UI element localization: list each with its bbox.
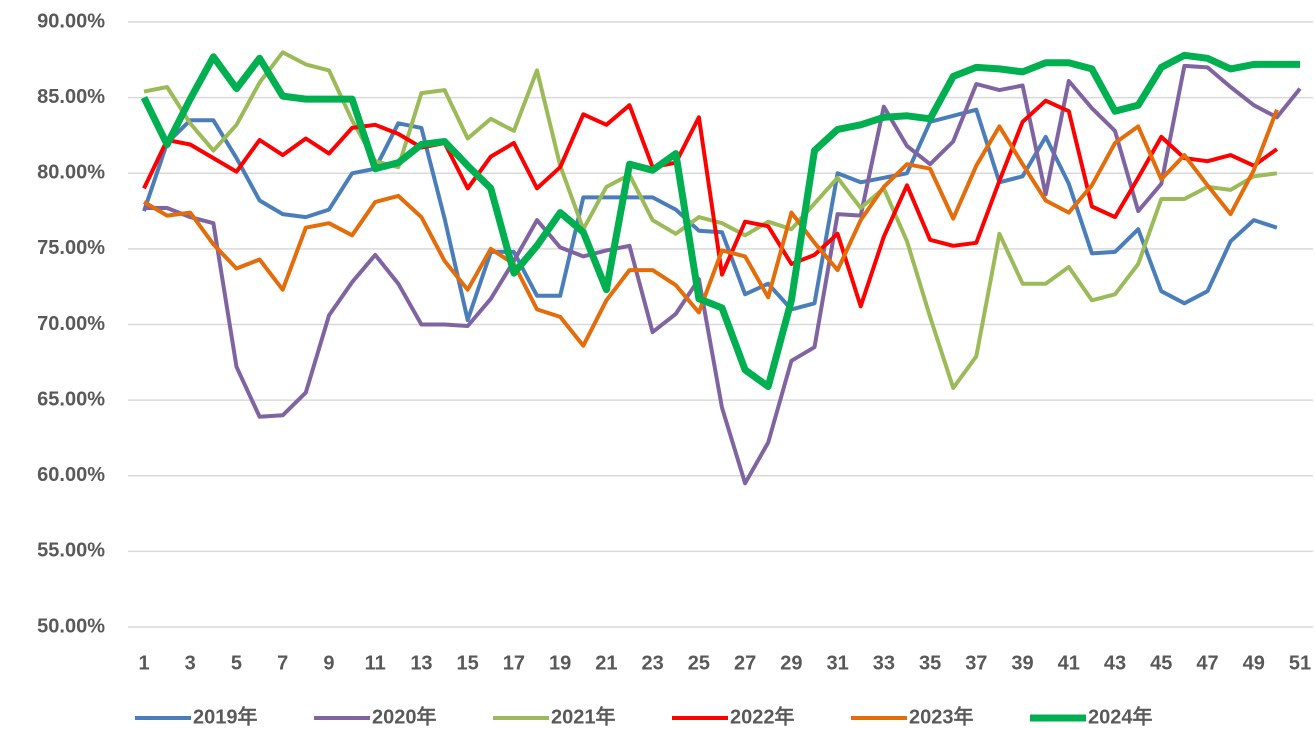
y-tick-label: 55.00% (37, 540, 105, 562)
x-tick-label: 33 (873, 652, 895, 674)
y-tick-label: 60.00% (37, 464, 105, 486)
x-tick-label: 35 (919, 652, 941, 674)
legend-label: 2023年 (909, 704, 974, 728)
x-tick-label: 11 (365, 652, 386, 674)
x-tick-label: 41 (1058, 652, 1080, 674)
x-tick-label: 13 (410, 652, 432, 674)
legend-label: 2020年 (372, 704, 437, 728)
x-tick-label: 19 (549, 652, 571, 674)
x-tick-label: 47 (1196, 652, 1218, 674)
y-tick-label: 50.00% (37, 615, 105, 637)
series-line (142, 98, 1279, 309)
y-tick-label: 70.00% (37, 313, 105, 335)
series-line (142, 108, 1279, 348)
x-tick-label: 17 (503, 652, 525, 674)
x-tick-label: 21 (595, 652, 617, 674)
x-tick-label: 5 (231, 652, 242, 674)
y-tick-label: 80.00% (37, 162, 105, 184)
x-tick-label: 49 (1243, 652, 1265, 674)
y-tick-label: 90.00% (37, 10, 105, 32)
legend-label: 2021年 (551, 704, 616, 728)
x-tick-label: 31 (826, 652, 848, 674)
legend-label: 2019年 (193, 704, 258, 728)
y-tick-label: 75.00% (37, 237, 105, 259)
x-tick-label: 7 (277, 652, 288, 674)
x-tick-label: 15 (457, 652, 479, 674)
x-tick-label: 45 (1150, 652, 1172, 674)
series-line (142, 107, 1278, 322)
y-tick-label: 65.00% (37, 388, 105, 410)
series-line (144, 63, 1302, 486)
legend-label: 2022年 (730, 704, 795, 728)
x-tick-label: 27 (734, 652, 756, 674)
x-tick-label: 29 (780, 652, 802, 674)
x-tick-label: 25 (688, 652, 710, 674)
x-tick-label: 43 (1104, 652, 1126, 674)
y-tick-label: 85.00% (37, 86, 105, 108)
x-tick-label: 23 (642, 652, 664, 674)
x-tick-label: 3 (185, 652, 196, 674)
series-line (140, 51, 1300, 390)
legend-label: 2024年 (1088, 704, 1153, 728)
x-tick-label: 37 (965, 652, 987, 674)
x-tick-label: 9 (323, 652, 334, 674)
series-line (143, 50, 1278, 390)
x-tick-label: 51 (1289, 652, 1311, 674)
x-tick-label: 1 (138, 652, 149, 674)
x-tick-label: 39 (1011, 652, 1033, 674)
